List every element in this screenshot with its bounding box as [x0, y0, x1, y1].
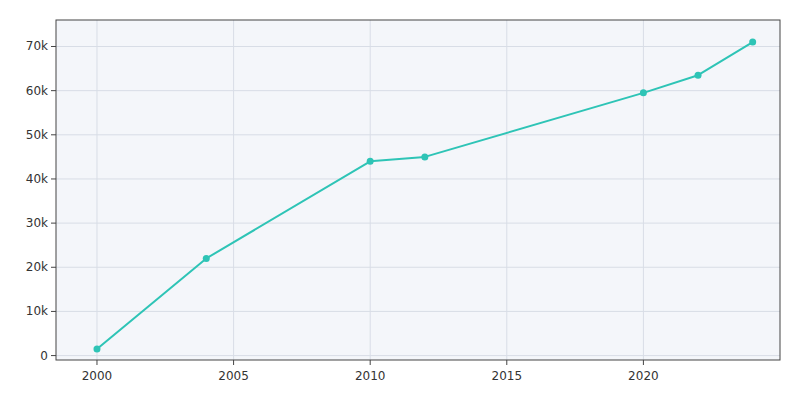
y-tick-label: 30k — [26, 216, 48, 230]
y-tick-label: 40k — [26, 172, 48, 186]
y-tick — [51, 178, 56, 179]
x-tick — [96, 360, 97, 365]
data-point — [367, 158, 374, 165]
x-grid-line — [506, 20, 507, 360]
y-tick — [51, 46, 56, 47]
x-grid-line — [233, 20, 234, 360]
y-grid-line — [56, 267, 780, 268]
data-point — [93, 345, 100, 352]
y-grid-line — [56, 178, 780, 179]
data-point — [695, 72, 702, 79]
plot-frame — [56, 20, 780, 360]
y-tick-label: 10k — [26, 304, 48, 318]
data-point — [749, 39, 756, 46]
plot-background — [56, 20, 780, 360]
data-point — [203, 255, 210, 262]
y-tick — [51, 90, 56, 91]
y-tick-label: 50k — [26, 128, 48, 142]
x-tick-label: 2005 — [218, 369, 249, 383]
y-grid-line — [56, 223, 780, 224]
data-point — [421, 153, 428, 160]
x-tick — [506, 360, 507, 365]
y-tick — [51, 223, 56, 224]
x-tick-label: 2015 — [492, 369, 523, 383]
x-tick-label: 2010 — [355, 369, 386, 383]
x-tick — [370, 360, 371, 365]
y-tick-label: 20k — [26, 260, 48, 274]
x-tick — [643, 360, 644, 365]
y-tick — [51, 355, 56, 356]
x-tick — [233, 360, 234, 365]
y-grid-line — [56, 134, 780, 135]
y-grid-line — [56, 46, 780, 47]
y-tick — [51, 267, 56, 268]
x-grid-line — [96, 20, 97, 360]
x-tick-label: 2000 — [82, 369, 113, 383]
y-tick — [51, 134, 56, 135]
data-group — [93, 39, 756, 353]
y-grid-line — [56, 311, 780, 312]
chart-container: 0 10k 20k 30k 40k 50k 60k 70k 2000 2005 2010 2015 20… — [0, 0, 800, 400]
chart-svg: 0 10k 20k 30k 40k 50k 60k 70k 2000 2005 2010 2015 20… — [0, 0, 800, 400]
x-grid-line — [643, 20, 644, 360]
y-tick-label: 60k — [26, 84, 48, 98]
y-tick-label: 70k — [26, 39, 48, 53]
data-point — [640, 89, 647, 96]
y-tick — [51, 311, 56, 312]
x-tick-label: 2020 — [628, 369, 659, 383]
y-tick-label: 0 — [40, 349, 48, 363]
data-line — [97, 42, 753, 349]
y-grid-line — [56, 90, 780, 91]
y-grid-line — [56, 355, 780, 356]
x-grid-line — [370, 20, 371, 360]
